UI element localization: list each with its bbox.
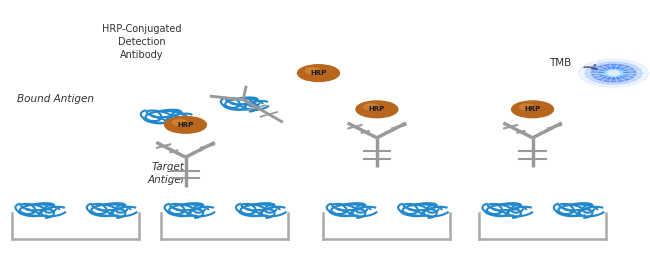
Circle shape <box>605 70 623 77</box>
Circle shape <box>586 62 642 84</box>
Circle shape <box>599 67 629 79</box>
Circle shape <box>608 71 619 75</box>
Circle shape <box>306 68 320 74</box>
Circle shape <box>164 116 207 133</box>
Circle shape <box>172 120 187 125</box>
Text: Bound Antigen: Bound Antigen <box>18 94 94 104</box>
Text: HRP: HRP <box>177 122 194 128</box>
Text: HRP-Conjugated
Detection
Antibody: HRP-Conjugated Detection Antibody <box>102 24 182 60</box>
Circle shape <box>578 59 649 87</box>
Circle shape <box>298 65 339 81</box>
Text: TMB: TMB <box>549 58 571 68</box>
Text: HRP: HRP <box>311 70 327 76</box>
Circle shape <box>512 101 554 118</box>
Circle shape <box>364 104 378 110</box>
Text: Target
Antigen: Target Antigen <box>148 162 188 185</box>
Circle shape <box>592 64 636 82</box>
Circle shape <box>519 104 534 110</box>
Text: HRP: HRP <box>369 106 385 112</box>
Circle shape <box>356 101 398 118</box>
Text: HRP: HRP <box>525 106 541 112</box>
